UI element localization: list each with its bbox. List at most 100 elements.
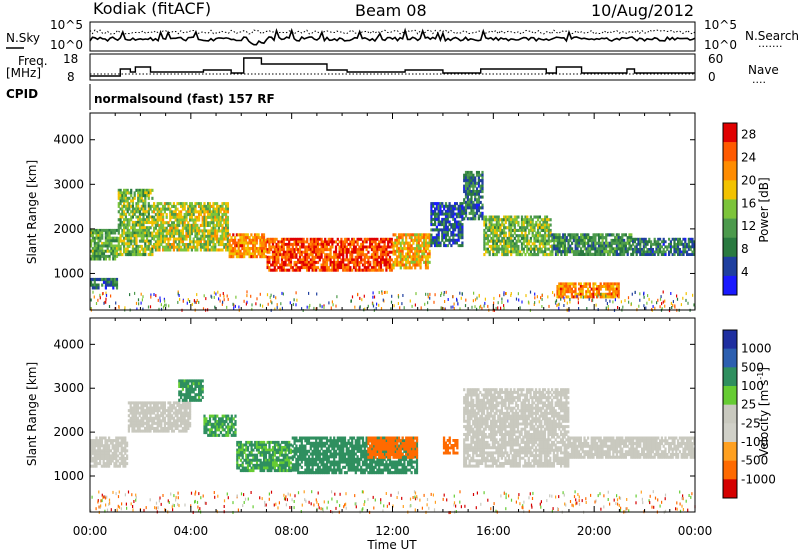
velocity-panel: 1000 2000 3000 4000 Slant Range [km] — [25, 317, 696, 515]
velocity-colorbar-swatch-7 — [723, 460, 737, 480]
velocity-region-8 — [463, 388, 570, 468]
power-colorbar-tick-5: 24 — [741, 150, 756, 164]
power-colorbar-tick-0: 4 — [741, 265, 749, 279]
freq-panel: Freq. [MHz] 18 8 60 0 Nave ···· — [6, 52, 779, 89]
power-region-9 — [483, 215, 552, 257]
velocity-colorbar-tick-3: 25 — [741, 398, 756, 412]
x-axis-tick-labels: 00:00 04:00 08:00 12:00 16:00 20:00 00:00 — [73, 524, 713, 538]
noise-left-tick-bottom: 10^0 — [50, 38, 83, 52]
velocity-colorbar-tick-7: -1000 — [741, 472, 776, 486]
power-region-3 — [153, 202, 229, 252]
x-tick-label-4: 16:00 — [476, 524, 511, 538]
x-tick-label-5: 20:00 — [577, 524, 612, 538]
velocity-y-axis-label: Slant Range [km] — [25, 362, 39, 466]
velocity-region-4 — [236, 440, 293, 473]
frequency-line — [90, 57, 695, 77]
power-region-6 — [392, 233, 431, 270]
nave-label: Nave — [748, 63, 779, 77]
power-region-8 — [463, 170, 484, 221]
power-colorbar-swatch-8 — [723, 275, 737, 296]
velocity-region-2 — [178, 379, 204, 402]
beam-title: Beam 08 — [355, 1, 427, 20]
velocity-ytick-label-1: 2000 — [53, 425, 84, 439]
velocity-ytick-label-3: 4000 — [53, 337, 84, 351]
power-near-range-noise — [90, 290, 696, 313]
velocity-region-9 — [569, 436, 696, 459]
x-tick-label-2: 08:00 — [274, 524, 309, 538]
power-colorbar: 4 8 12 16 20 24 28 — [722, 122, 756, 296]
velocity-colorbar-swatch-2 — [723, 367, 737, 387]
power-colorbar-tick-2: 12 — [741, 219, 756, 233]
velocity-colorbar-tick-4: -25 — [741, 416, 761, 430]
velocity-region-6 — [367, 436, 419, 459]
velocity-region-0 — [90, 436, 129, 468]
power-region-11 — [556, 282, 620, 299]
noise-search-label: N.Search — [745, 29, 799, 43]
power-colorbar-swatch-2 — [723, 161, 737, 181]
power-colorbar-tick-6: 28 — [741, 127, 756, 141]
velocity-colorbar-tick-2: 100 — [741, 379, 764, 393]
velocity-colorbar-label: Velocity [m s-1] — [756, 367, 771, 457]
power-colorbar-swatch-6 — [723, 237, 737, 258]
cpid-label: CPID — [6, 87, 38, 101]
power-colorbar-swatch-3 — [723, 180, 737, 200]
freq-label-2: [MHz] — [6, 66, 41, 80]
power-panel: 1000 2000 3000 4000 Slant Range [km] — [25, 112, 696, 313]
noise-right-tick-top: 10^5 — [704, 18, 737, 32]
power-colorbar-swatch-5 — [723, 218, 737, 238]
power-colorbar-tick-4: 20 — [741, 173, 756, 187]
power-region-4 — [228, 233, 267, 259]
x-tick-label-1: 04:00 — [174, 524, 209, 538]
noise-search-legend-dots: ······· — [758, 40, 782, 53]
velocity-region-7 — [442, 436, 459, 455]
power-region-0 — [90, 228, 119, 261]
x-tick-label-6: 00:00 — [678, 524, 713, 538]
power-ytick-label-3: 4000 — [53, 133, 84, 147]
freq-right-tick-top: 60 — [708, 52, 723, 66]
velocity-colorbar-swatch-8 — [723, 479, 737, 499]
power-region-2 — [117, 188, 154, 257]
power-colorbar-swatch-1 — [723, 142, 737, 162]
velocity-colorbar-swatch-4 — [723, 404, 737, 424]
power-ytick-label-1: 2000 — [53, 222, 84, 236]
velocity-ytick-label-2: 3000 — [53, 381, 84, 395]
velocity-region-1 — [127, 401, 192, 433]
velocity-colorbar-swatch-3 — [723, 386, 737, 405]
power-region-5 — [266, 237, 393, 272]
velocity-region-3 — [203, 414, 237, 437]
power-region-10 — [551, 233, 633, 256]
freq-left-tick-bottom: 8 — [67, 70, 75, 84]
power-colorbar-tick-3: 16 — [741, 196, 756, 210]
freq-label-1: Freq. — [18, 54, 48, 68]
x-axis-label: Time UT — [366, 538, 417, 552]
noise-right-tick-bottom: 10^0 — [704, 38, 737, 52]
power-region-7 — [430, 202, 464, 248]
velocity-ytick-label-0: 1000 — [53, 469, 84, 483]
power-y-axis-label: Slant Range [km] — [25, 160, 39, 264]
velocity-colorbar-swatch-6 — [723, 442, 737, 461]
noise-sky-line — [89, 27, 696, 46]
noise-panel: N.Sky 10^5 10^0 10^5 10^0 N.Search ·····… — [6, 18, 799, 53]
velocity-colorbar-tick-0: 1000 — [741, 342, 772, 356]
velocity-colorbar-swatch-5 — [723, 423, 737, 443]
velocity-colorbar-tick-1: 500 — [741, 360, 764, 374]
power-colorbar-tick-1: 8 — [741, 242, 749, 256]
station-title: Kodiak (fitACF) — [93, 0, 211, 18]
date-title: 10/Aug/2012 — [591, 1, 694, 20]
power-ytick-label-0: 1000 — [53, 266, 84, 280]
velocity-colorbar-swatch-0 — [723, 330, 737, 349]
power-colorbar-swatch-0 — [723, 123, 737, 143]
x-tick-label-3: 12:00 — [375, 524, 410, 538]
power-ytick-label-2: 3000 — [53, 177, 84, 191]
freq-left-tick-top: 18 — [63, 52, 78, 66]
velocity-colorbar-swatch-1 — [723, 348, 737, 368]
noise-search-line — [89, 29, 696, 35]
nave-legend-dots: ···· — [752, 76, 766, 89]
power-colorbar-swatch-7 — [723, 256, 737, 277]
power-region-1 — [90, 277, 119, 290]
cpid-text: normalsound (fast) 157 RF — [94, 92, 275, 106]
power-region-12 — [632, 237, 696, 256]
velocity-colorbar-tick-5: -100 — [741, 435, 768, 449]
power-colorbar-label: Power [dB] — [757, 177, 771, 242]
